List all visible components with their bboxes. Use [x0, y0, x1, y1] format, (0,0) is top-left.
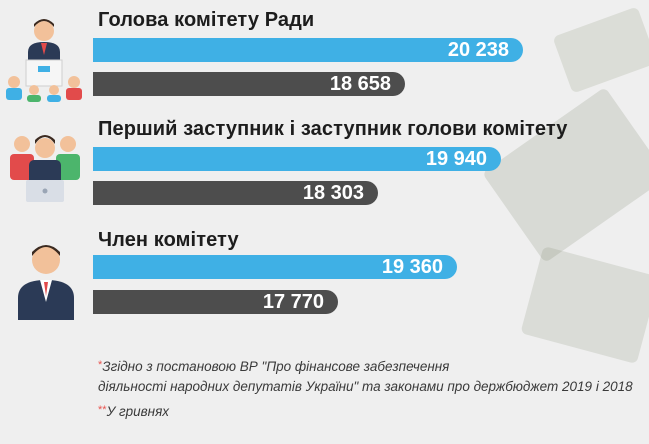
group-with-laptop-icon [10, 135, 80, 202]
bar-value-label: 19 360 [381, 255, 443, 278]
banknote-decoration [520, 246, 649, 364]
footnote-source-line2: діяльності народних депутатів України" т… [98, 379, 633, 394]
bar-value-label: 19 940 [425, 147, 487, 170]
bar-value-label: 18 658 [329, 72, 391, 95]
bar-deputy-blue: 19 940 [93, 147, 501, 171]
category-label-deputy: Перший заступник і заступник голови комі… [98, 118, 568, 140]
footnote-text: У гривнях [106, 404, 170, 419]
bar-chairman-blue: 20 238 [93, 38, 523, 62]
banknote-decoration [482, 86, 649, 264]
bar-value-label: 18 303 [302, 181, 364, 204]
footnote-source-line1: *Згідно з постановою ВР "Про фінансове з… [98, 359, 449, 374]
banknote-decoration [552, 6, 649, 94]
footnote-currency: **У гривнях [98, 404, 169, 419]
bar-value-label: 20 238 [447, 38, 509, 61]
footnote-star: * [98, 359, 103, 371]
footnote-text: Згідно з постановою ВР "Про фінансове за… [102, 359, 450, 374]
category-label-chairman: Голова комітету Ради [98, 9, 315, 31]
footnote-star: ** [98, 404, 107, 416]
category-label-member: Член комітету [98, 229, 239, 251]
bar-member-gray: 17 770 [93, 290, 338, 314]
person-icon [18, 245, 74, 320]
bar-value-label: 17 770 [262, 290, 324, 313]
presenter-at-podium-icon [6, 19, 82, 102]
bar-deputy-gray: 18 303 [93, 181, 378, 205]
bar-member-blue: 19 360 [93, 255, 457, 279]
bar-chairman-gray: 18 658 [93, 72, 405, 96]
